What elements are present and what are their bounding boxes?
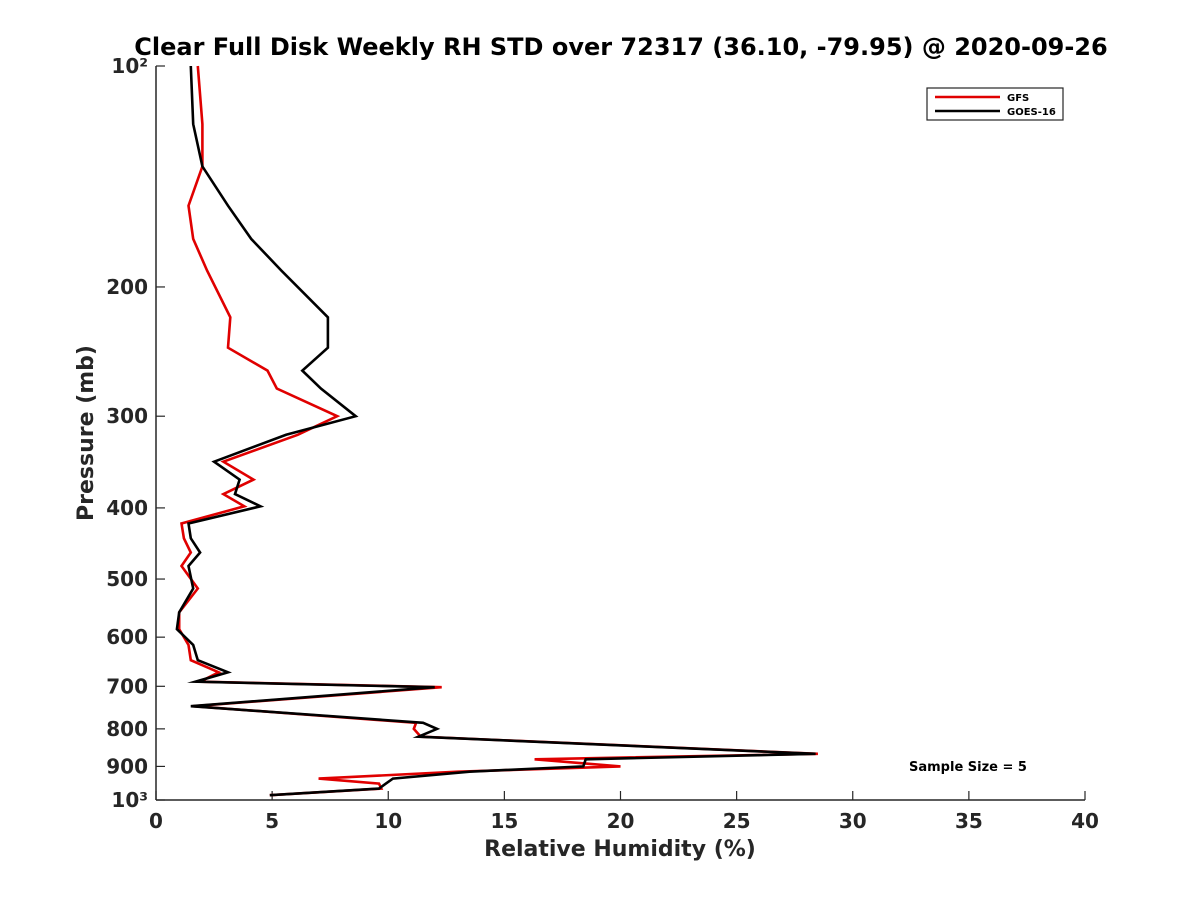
sample-size-annotation: Sample Size = 5 xyxy=(909,760,1027,775)
y-tick-label: 200 xyxy=(106,275,148,299)
chart-title: Clear Full Disk Weekly RH STD over 72317… xyxy=(134,33,1107,61)
legend-label-gfs: GFS xyxy=(1007,93,1029,104)
x-tick-label: 25 xyxy=(723,809,751,833)
x-tick-label: 35 xyxy=(955,809,983,833)
y-tick-label: 900 xyxy=(106,754,148,778)
y-tick-label: 700 xyxy=(106,674,148,698)
x-tick-label: 10 xyxy=(374,809,402,833)
x-tick-label: 40 xyxy=(1071,809,1099,833)
y-tick-label: 800 xyxy=(106,717,148,741)
legend: GFS GOES-16 xyxy=(926,87,1064,121)
series-lines xyxy=(175,65,818,797)
x-axis-label: Relative Humidity (%) xyxy=(484,837,756,862)
x-tick-label: 0 xyxy=(149,809,163,833)
y-tick-label: 300 xyxy=(106,404,148,428)
legend-label-goes16: GOES-16 xyxy=(1007,107,1056,118)
x-tick-label: 20 xyxy=(607,809,635,833)
y-tick-label: 10³ xyxy=(111,788,148,812)
y-ticks: 10² 200 300 400 500 600 700 800 900 10³ xyxy=(106,54,165,812)
y-axis-label: Pressure (mb) xyxy=(74,345,99,521)
series-line-goes-16 xyxy=(175,65,816,797)
x-tick-label: 15 xyxy=(490,809,518,833)
y-tick-label: 10² xyxy=(111,54,148,78)
plot-area: 0 5 10 15 20 25 30 35 40 10² 200 300 400 500 600 700 80… xyxy=(106,54,1099,833)
x-ticks: 0 5 10 15 20 25 30 35 40 xyxy=(149,791,1099,833)
y-tick-label: 400 xyxy=(106,496,148,520)
y-tick-label: 600 xyxy=(106,625,148,649)
legend-box xyxy=(926,87,1064,121)
x-tick-label: 5 xyxy=(265,809,279,833)
y-tick-label: 500 xyxy=(106,567,148,591)
x-tick-label: 30 xyxy=(839,809,867,833)
